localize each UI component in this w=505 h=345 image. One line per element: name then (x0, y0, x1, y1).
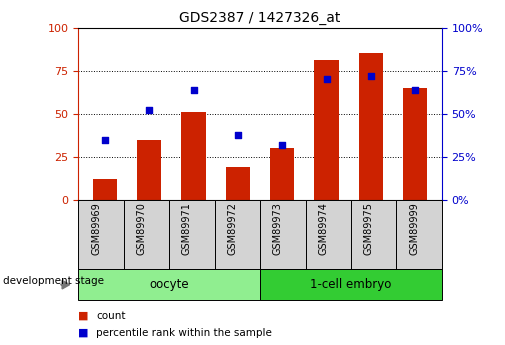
Text: GSM89972: GSM89972 (227, 202, 237, 255)
Point (145, 108, 153, 113)
Text: GSM89999: GSM89999 (409, 202, 419, 255)
Text: GSM89969: GSM89969 (91, 202, 101, 255)
Bar (270, 148, 294, 200)
Point (189, 87, 197, 92)
Bar (137, 140, 162, 200)
Point (323, 77, 331, 82)
Text: oocyte: oocyte (149, 278, 189, 291)
Text: GSM89971: GSM89971 (182, 202, 192, 255)
Point (234, 132, 242, 137)
Text: ■: ■ (78, 311, 89, 321)
Point (411, 87, 419, 92)
Text: ■: ■ (78, 328, 89, 338)
Text: percentile rank within the sample: percentile rank within the sample (96, 328, 272, 338)
Bar (403, 88, 427, 200)
Title: GDS2387 / 1427326_at: GDS2387 / 1427326_at (179, 11, 341, 25)
Bar (226, 167, 250, 200)
Point (367, 73, 375, 79)
Bar (93, 179, 117, 200)
Text: GSM89975: GSM89975 (364, 202, 374, 255)
Text: 1-cell embryo: 1-cell embryo (310, 278, 392, 291)
Point (278, 142, 286, 148)
Text: GSM89974: GSM89974 (318, 202, 328, 255)
Text: GSM89973: GSM89973 (273, 202, 283, 255)
Bar (181, 112, 206, 200)
Text: development stage: development stage (3, 276, 104, 286)
Text: count: count (96, 311, 125, 321)
Point (101, 137, 109, 142)
Text: GSM89970: GSM89970 (136, 202, 146, 255)
Bar (315, 60, 339, 200)
Bar (359, 53, 383, 200)
